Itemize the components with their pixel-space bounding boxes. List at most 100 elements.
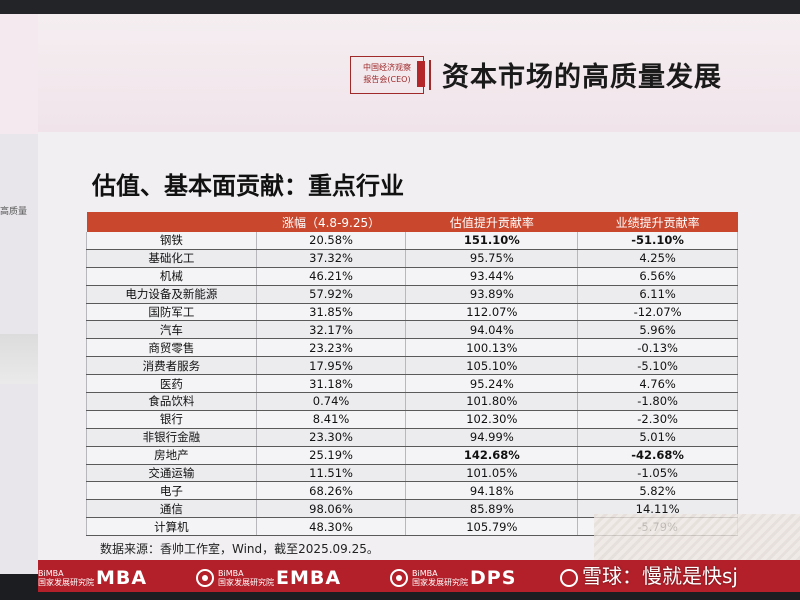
industry-cell: 医药 (86, 374, 257, 394)
valuation-cell: 101.05% (405, 464, 579, 483)
table-row: 交通运输 11.51% 101.05% -1.05% (86, 464, 738, 483)
table-row: 通信 98.06% 85.89% 14.11% (86, 499, 738, 519)
gain-cell: 68.26% (256, 481, 407, 501)
valuation-cell: 94.18% (405, 481, 579, 501)
gain-cell: 46.21% (256, 267, 407, 286)
valuation-cell: 85.89% (405, 499, 579, 519)
xueqiu-icon (560, 568, 578, 587)
gain-cell: 17.95% (256, 356, 407, 376)
gain-cell: 11.51% (256, 464, 407, 483)
bimba-emba-logo: BiMBA 国家发展研究院 EMBA (196, 567, 341, 589)
bimba-mba-logo: BiMBA 国家发展研究院 MBA (38, 567, 147, 589)
earnings-cell: 5.96% (577, 320, 738, 340)
gain-cell: 32.17% (256, 320, 407, 340)
industry-cell: 电子 (86, 481, 257, 501)
industry-cell: 钢铁 (86, 232, 257, 250)
valuation-cell: 93.89% (405, 285, 579, 304)
industry-cell: 消费者服务 (86, 356, 257, 376)
gain-cell: 20.58% (256, 232, 407, 250)
table-row: 食品饮料 0.74% 101.80% -1.80% (86, 392, 738, 411)
table-row: 国防军工 31.85% 112.07% -12.07% (86, 303, 738, 322)
valuation-cell: 93.44% (405, 267, 579, 286)
industry-cell: 计算机 (86, 517, 257, 537)
bimba-dps-logo: BiMBA 国家发展研究院 DPS (390, 567, 516, 589)
earnings-cell: 4.25% (577, 249, 738, 268)
industry-cell: 通信 (86, 499, 257, 519)
earnings-cell: 5.01% (577, 428, 738, 447)
table-row: 基础化工 37.32% 95.75% 4.25% (86, 249, 738, 268)
header-title: 资本市场的高质量发展 (442, 62, 722, 93)
earnings-cell: -0.13% (577, 338, 738, 358)
gain-cell: 31.85% (256, 303, 407, 322)
valuation-cell: 112.07% (405, 303, 579, 322)
earnings-cell: -1.05% (577, 464, 738, 483)
valuation-cell: 94.99% (405, 428, 579, 447)
header-valuation-contribution: 估值提升贡献率 (405, 212, 578, 232)
table-row: 机械 46.21% 93.44% 6.56% (86, 267, 738, 286)
table-row: 电力设备及新能源 57.92% 93.89% 6.11% (86, 285, 738, 304)
industry-cell: 银行 (86, 410, 257, 429)
table-row: 汽车 32.17% 94.04% 5.96% (86, 320, 738, 340)
gain-cell: 57.92% (256, 285, 407, 304)
table-row: 医药 31.18% 95.24% 4.76% (86, 374, 738, 394)
gain-cell: 8.41% (256, 410, 407, 429)
valuation-cell: 142.68% (405, 446, 579, 465)
earnings-cell: -2.30% (577, 410, 738, 429)
table-row: 房地产 25.19% 142.68% -42.68% (86, 446, 738, 465)
valuation-cell: 95.24% (405, 374, 579, 394)
table-row: 钢铁 20.58% 151.10% -51.10% (86, 232, 738, 250)
valuation-cell: 105.79% (405, 517, 579, 537)
industry-cell: 非银行金融 (86, 428, 257, 447)
industry-cell: 房地产 (86, 446, 257, 465)
earnings-cell: 5.82% (577, 481, 738, 501)
industry-cell: 交通运输 (86, 464, 257, 483)
earnings-cell: -5.10% (577, 356, 738, 376)
seal-icon (196, 569, 214, 587)
industry-cell: 汽车 (86, 320, 257, 340)
presentation-slide: 中国经济观察 报告会(CEO) 资本市场的高质量发展 估值、基本面贡献：重点行业… (38, 14, 800, 592)
slide-title: 估值、基本面贡献：重点行业 (92, 172, 404, 200)
earnings-cell: 6.56% (577, 267, 738, 286)
conference-logo: 中国经济观察 报告会(CEO) (350, 56, 425, 94)
earnings-cell: 6.11% (577, 285, 738, 304)
gain-cell: 37.32% (256, 249, 407, 268)
industry-cell: 机械 (86, 267, 257, 286)
valuation-cell: 94.04% (405, 320, 579, 340)
valuation-cell: 102.30% (405, 410, 579, 429)
data-source-note: 数据来源：香帅工作室，Wind，截至2025.09.25。 (100, 542, 379, 556)
table-row: 消费者服务 17.95% 105.10% -5.10% (86, 356, 738, 376)
slide-header: 中国经济观察 报告会(CEO) 资本市场的高质量发展 (38, 14, 800, 132)
industry-cell: 基础化工 (86, 249, 257, 268)
earnings-cell: -12.07% (577, 303, 738, 322)
adjacent-screen-text: 高质量 (0, 207, 28, 217)
gain-cell: 23.30% (256, 428, 407, 447)
valuation-cell: 105.10% (405, 356, 579, 376)
earnings-cell: -42.68% (577, 446, 738, 465)
xueqiu-watermark: 雪球：慢就是快sj (560, 560, 738, 589)
earnings-cell: 14.11% (577, 499, 738, 519)
earnings-cell: -51.10% (577, 232, 738, 250)
earnings-cell: 4.76% (577, 374, 738, 394)
gain-cell: 48.30% (256, 517, 407, 537)
industry-cell: 食品饮料 (86, 392, 257, 411)
gain-cell: 98.06% (256, 499, 407, 519)
table-row: 非银行金融 23.30% 94.99% 5.01% (86, 428, 738, 447)
earnings-cell: -1.80% (577, 392, 738, 411)
industry-table: 涨幅（4.8-9.25） 估值提升贡献率 业绩提升贡献率 钢铁 20.58% 151… (86, 212, 738, 537)
gain-cell: 0.74% (256, 392, 407, 411)
monitor-bezel (0, 0, 800, 14)
logo-divider (429, 60, 431, 90)
header-earnings-contribution: 业绩提升贡献率 (577, 212, 738, 232)
industry-cell: 国防军工 (86, 303, 257, 322)
table-header-row: 涨幅（4.8-9.25） 估值提升贡献率 业绩提升贡献率 (86, 212, 738, 232)
header-industry (86, 212, 257, 232)
slide-footer: BiMBA 国家发展研究院 MBA BiMBA 国家发展研究院 EMBA BiMBA… (38, 560, 800, 592)
header-gain: 涨幅（4.8-9.25） (256, 212, 406, 232)
valuation-cell: 151.10% (405, 232, 579, 250)
adjacent-screen: 高质量 (0, 14, 38, 574)
industry-cell: 电力设备及新能源 (86, 285, 257, 304)
table-row: 电子 68.26% 94.18% 5.82% (86, 481, 738, 501)
table-row: 商贸零售 23.23% 100.13% -0.13% (86, 338, 738, 358)
seal-icon (390, 569, 408, 587)
gain-cell: 25.19% (256, 446, 407, 465)
